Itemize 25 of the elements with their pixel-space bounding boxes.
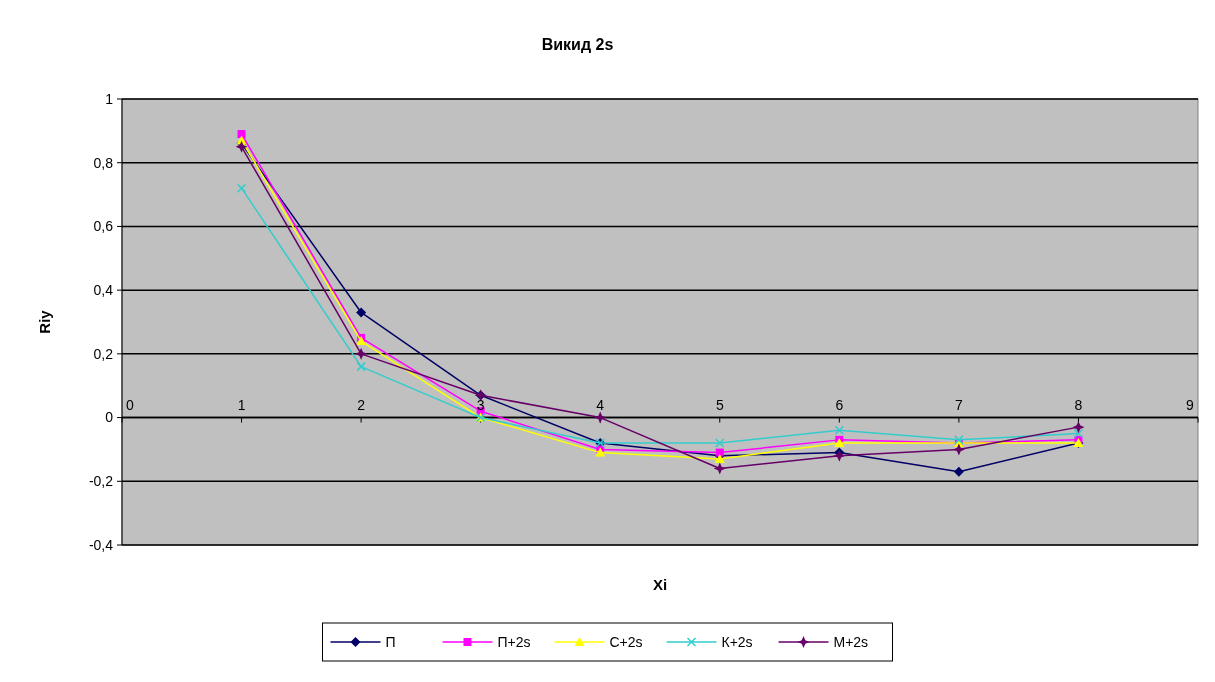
- x-tick-label: 0: [126, 396, 135, 413]
- x-tick-label: 5: [715, 396, 724, 413]
- legend-label: П: [385, 633, 396, 650]
- y-tick-label: 0,8: [93, 154, 114, 171]
- y-tick-label: 0,4: [93, 282, 114, 299]
- legend-label: К+2s: [721, 633, 753, 650]
- x-tick-label: 8: [1074, 396, 1083, 413]
- x-tick-label: 7: [954, 396, 963, 413]
- y-tick-label: 1: [105, 90, 114, 107]
- y-tick-label: -0,2: [88, 473, 114, 490]
- x-tick-label: 2: [357, 396, 366, 413]
- y-tick-label: 0,2: [93, 345, 114, 362]
- y-tick-label: 0,6: [93, 218, 114, 235]
- x-tick-label: 4: [596, 396, 605, 413]
- y-tick-label: 0: [105, 409, 114, 426]
- x-tick-label: 6: [835, 396, 844, 413]
- y-axis-title: Riy: [36, 309, 53, 334]
- legend-label: М+2s: [833, 633, 869, 650]
- x-tick-label: 1: [237, 396, 246, 413]
- y-tick-label: -0,4: [88, 536, 114, 553]
- legend-label: П+2s: [497, 633, 531, 650]
- legend-label: С+2s: [609, 633, 643, 650]
- chart-title: Викид 2s: [541, 36, 614, 53]
- x-tick-label: 9: [1186, 396, 1195, 413]
- x-axis-title: Xi: [652, 576, 668, 593]
